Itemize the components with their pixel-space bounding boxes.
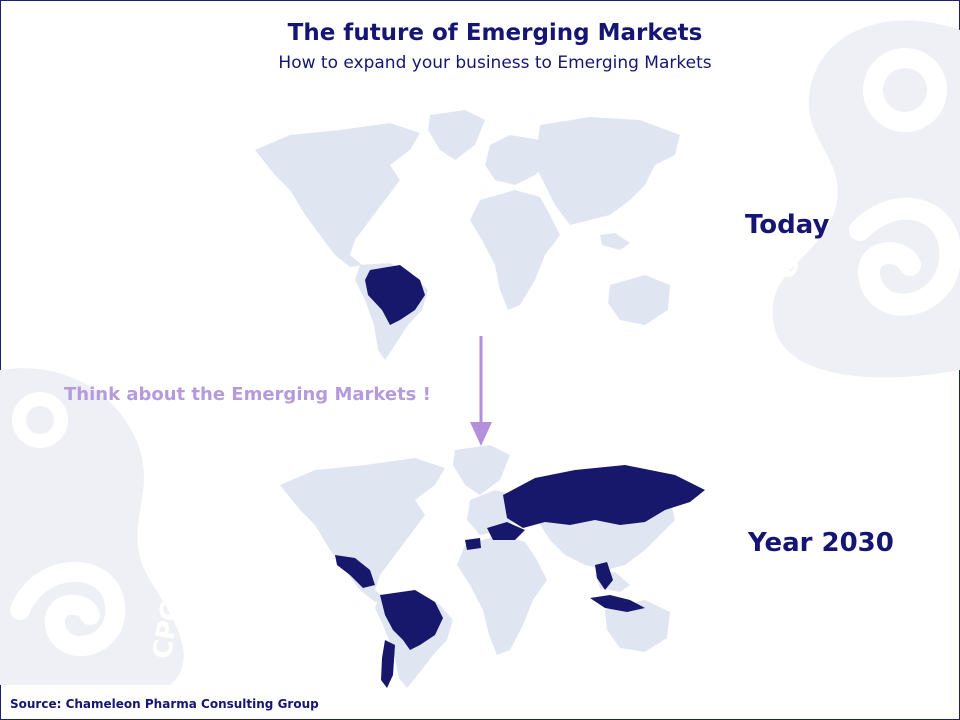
down-arrow <box>470 336 492 446</box>
callout-think-emerging-markets: Think about the Emerging Markets ! <box>64 384 431 405</box>
page-title: The future of Emerging Markets <box>287 20 703 46</box>
country-turkey-highlight <box>487 522 525 540</box>
world-map-2030 <box>280 445 705 688</box>
country-south-america-highlight <box>380 590 443 650</box>
country-spain-highlight <box>465 538 481 550</box>
country-indonesia-highlight <box>590 595 645 612</box>
world-map-today <box>255 110 680 360</box>
label-today: Today <box>745 210 830 240</box>
country-brazil-highlight <box>365 265 425 325</box>
country-chile-argentina-highlight <box>381 640 395 688</box>
country-thailand-vietnam-highlight <box>595 562 613 590</box>
country-russia-highlight <box>503 465 705 528</box>
country-mexico-highlight <box>335 555 375 588</box>
source-citation: Source: Chameleon Pharma Consulting Grou… <box>10 697 319 711</box>
label-year-2030: Year 2030 <box>748 528 894 558</box>
page-subtitle: How to expand your business to Emerging … <box>278 53 712 73</box>
